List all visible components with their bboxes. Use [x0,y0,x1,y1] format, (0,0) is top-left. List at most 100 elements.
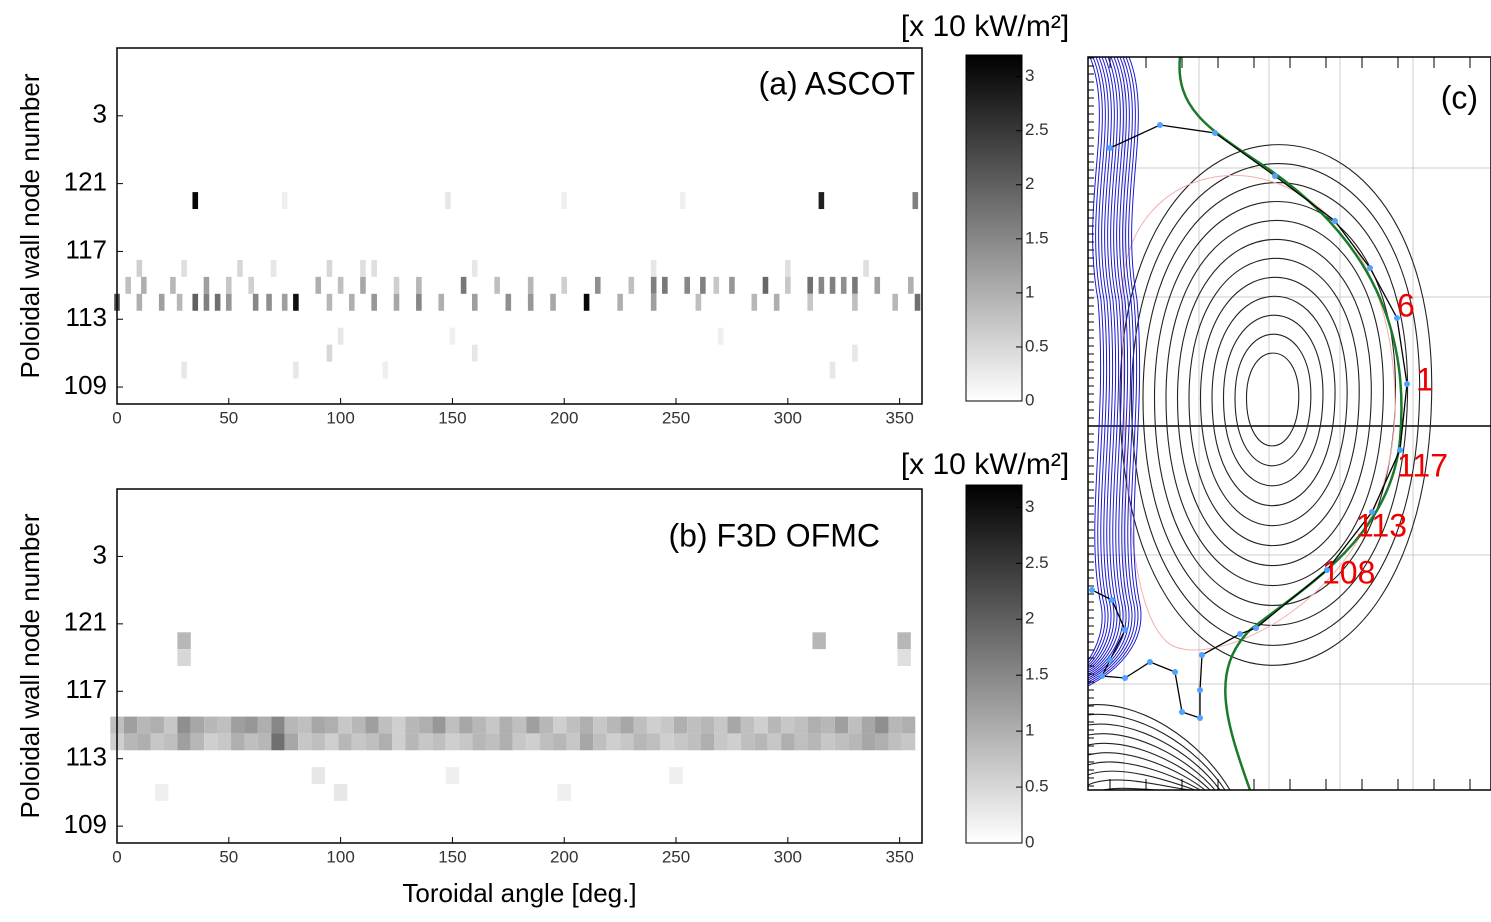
heat-cell [293,293,299,311]
divertor-contour [1088,704,1231,790]
heat-cell [861,716,876,734]
heat-cell [620,716,634,734]
heat-cell [416,293,422,311]
heat-cell [248,276,254,294]
heat-cell [445,716,460,734]
separatrix [1178,57,1403,790]
heat-cell [418,716,433,734]
heat-cell [650,293,657,311]
heat-cell [740,716,755,734]
heat-cell [499,716,513,734]
heat-cell [237,259,243,277]
heat-cell [311,767,325,784]
heat-cell [897,649,911,666]
x-tick-label: 250 [662,408,690,427]
heat-cell [673,716,688,734]
heat-cell [700,733,715,751]
heat-cell [471,293,478,311]
heat-cell [593,733,607,751]
heat-cell [848,733,862,751]
y-tick-label: 113 [66,302,107,332]
heat-cell [137,733,151,751]
divertor-contour [1088,742,1211,790]
divertor-contour [1088,761,1201,790]
heat-cell [472,716,486,734]
heat-cell [438,293,445,311]
colorbar-label: [x 10 kW/m²] [901,10,1069,43]
heat-cell [646,733,661,751]
x-tick-label: 0 [112,408,121,427]
colorbar-tick-label: 2 [1025,609,1034,628]
heat-cell [337,327,344,345]
heat-cell [740,733,755,751]
heat-cell [190,733,205,751]
heat-cell [123,716,138,734]
heat-cell [150,716,164,734]
x-tick-label: 300 [774,408,802,427]
heat-cell [252,293,259,311]
heat-cell [181,361,187,379]
y-axis-label: Poloidal wall node number [15,513,45,818]
heat-cell [561,276,568,294]
heat-cell [785,259,791,277]
heat-cell [418,733,433,751]
colorbar-tick-label: 1.5 [1025,228,1049,247]
node-labels: 6 1 117 113 108 [1322,287,1448,590]
flux-contour [1165,220,1384,586]
heat-cell [727,716,741,734]
wall-node [1332,218,1338,224]
heat-cell [539,733,554,751]
heat-cell [713,276,720,294]
heat-cell [526,733,540,751]
wall-node [1237,631,1243,637]
heat-cell [512,733,527,751]
heat-cell [620,733,634,751]
heat-cell [754,716,768,734]
wall-node [1089,587,1095,593]
heat-cell [888,716,902,734]
coil-field-line [1088,57,1136,683]
heat-cell [217,733,232,751]
heat-cell [807,733,822,751]
heat-cell [646,716,661,734]
heat-cell [471,259,478,277]
heat-cell [754,733,768,751]
heat-cell [257,733,272,751]
heat-cell [324,716,339,734]
heat-cell [700,716,715,734]
heat-cell [812,632,826,650]
flux-surfaces [1088,57,1491,790]
panel-title: (a) ASCOT [759,65,915,101]
heat-cell [266,293,272,311]
heat-cell [177,649,191,666]
heat-cell [204,733,218,751]
x-tick-label: 350 [885,847,913,866]
flux-contour [1234,333,1312,467]
heat-cell [405,716,419,734]
heat-cell [298,733,312,751]
heat-cell [333,784,348,801]
coil-field-line [1088,57,1103,662]
divertor-contour [1088,752,1206,790]
heat-cell [177,716,191,734]
y-tick-label: 121 [64,166,107,196]
node-label: 6 [1397,287,1415,323]
heat-cell [231,716,245,734]
heat-cell [445,733,460,751]
colorbar [965,484,1023,844]
coil-field-line [1088,57,1106,664]
heat-cell [176,293,183,311]
heat-cell [416,276,422,294]
heat-cell [829,276,836,294]
heat-cell [679,192,686,210]
heat-cell [863,259,869,277]
wall-node [1172,669,1178,675]
heat-cell [912,192,919,210]
heat-cell [561,192,568,210]
node-label: 113 [1356,507,1407,543]
heat-cell [579,733,594,751]
heat-cell [594,276,601,294]
heat-cell [382,361,389,379]
heat-cell [550,293,556,311]
heat-cell [378,733,393,751]
